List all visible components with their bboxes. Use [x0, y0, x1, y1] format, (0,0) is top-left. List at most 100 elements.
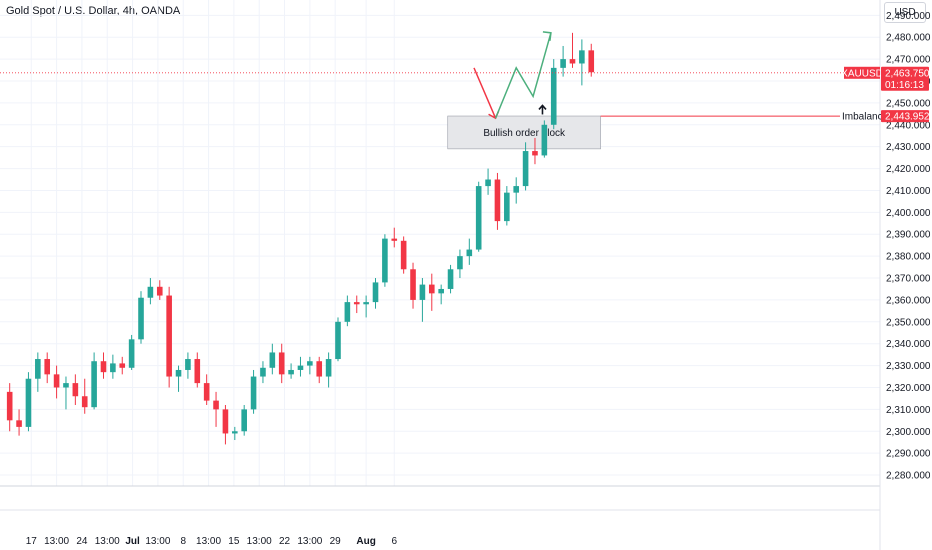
candle-body	[344, 302, 351, 322]
order-block-rect	[447, 115, 601, 150]
candle-body	[428, 284, 435, 294]
candle-body	[522, 151, 529, 187]
grid-lines	[0, 0, 880, 486]
candles	[6, 32, 595, 445]
price-tick-label: 2,490.000	[886, 11, 931, 22]
candle-body	[138, 297, 144, 340]
time-tick-label: 15	[228, 536, 240, 547]
imbalance-tag-bg	[881, 110, 929, 123]
time-tick-label: 8	[180, 536, 186, 547]
candle-body	[44, 359, 51, 375]
candle-body	[175, 369, 182, 377]
candle-body	[35, 359, 41, 379]
candle-body	[316, 361, 323, 377]
candle-body	[438, 288, 444, 294]
candle-body	[569, 59, 576, 64]
price-tick-label: 2,350.000	[886, 317, 931, 328]
candle-body	[475, 186, 482, 250]
price-tick-label: 2,480.000	[886, 33, 931, 44]
bullish-order-block[interactable]: Bullish order block	[447, 115, 601, 150]
projection-down-line	[473, 67, 497, 119]
candle-body	[419, 284, 426, 300]
currency-button[interactable]: USD	[884, 2, 926, 23]
candle-body	[260, 367, 266, 377]
price-tick-label: 2,370.000	[886, 274, 931, 285]
time-axis[interactable]: 17 13:00 24 13:00 Jul 13:00 8 13:00 15 13:00 22 13:…	[26, 536, 398, 547]
candle-body	[222, 409, 229, 434]
price-tick-label: 2,300.000	[886, 427, 931, 438]
candle-body	[457, 256, 463, 270]
price-tick-label: 2,380.000	[886, 252, 931, 263]
up-arrow-head-icon	[538, 104, 547, 110]
imbalance-label: Imbalance	[842, 112, 889, 123]
candle-body	[91, 361, 97, 408]
candle-body	[588, 50, 595, 73]
price-tick-label: 2,330.000	[886, 361, 931, 372]
price-tick-label: 2,340.000	[886, 339, 931, 350]
price-tick-label: 2,310.000	[886, 405, 931, 416]
price-tick-label: 2,430.000	[886, 142, 931, 153]
price-tick-label: 2,400.000	[886, 208, 931, 219]
candle-body	[16, 420, 22, 427]
time-tick-label: 13:00	[196, 536, 221, 547]
candle-body	[382, 238, 388, 283]
symbol-tag-bg	[844, 66, 880, 79]
countdown-tag-value: 01:16:13	[885, 80, 924, 91]
time-tick-label: 13:00	[145, 536, 170, 547]
time-tick-label: 29	[330, 536, 342, 547]
price-tick-label: 2,410.000	[886, 186, 931, 197]
candle-body	[278, 352, 285, 375]
price-tick-label: 2,420.000	[886, 164, 931, 175]
candle-body	[532, 151, 538, 156]
last-price-tag-bg	[881, 66, 929, 91]
time-tick-label: 13:00	[297, 536, 322, 547]
candle-body	[466, 249, 473, 257]
candle-body	[81, 396, 88, 408]
candle-body	[372, 282, 379, 303]
candle-body	[119, 363, 126, 368]
price-tick-label: 2,290.000	[886, 449, 931, 460]
candle-body	[297, 365, 304, 370]
candle-body	[307, 361, 313, 366]
price-tick-label: 2,280.000	[886, 471, 931, 482]
candle-body	[194, 359, 201, 384]
candle-body	[128, 339, 135, 368]
candle-body	[156, 286, 163, 296]
time-tick-label: 17	[26, 536, 38, 547]
price-tick-label: 2,360.000	[886, 295, 931, 306]
candle-body	[25, 378, 32, 427]
candle-body	[325, 359, 332, 377]
time-tick-label: 13:00	[247, 536, 272, 547]
time-tick-label: Jul	[125, 536, 140, 547]
chart-title: Gold Spot / U.S. Dollar, 4h, OANDA	[6, 5, 181, 17]
time-tick-label: 13:00	[95, 536, 120, 547]
symbol-tag-label: XAUUSD	[841, 68, 883, 79]
candle-body	[410, 269, 416, 300]
candle-body	[335, 321, 341, 360]
candle-body	[353, 302, 360, 305]
candle-body	[72, 383, 79, 397]
projection-up-line	[494, 32, 552, 119]
price-tick-label: 2,440.000	[886, 120, 931, 131]
candle-body	[232, 431, 238, 434]
last-price-tag-value: 2,463.750	[885, 68, 930, 79]
candle-body	[504, 192, 510, 222]
price-tick-label: 2,470.000	[886, 55, 931, 66]
projection-arrows[interactable]	[473, 31, 552, 120]
candle-body	[485, 179, 491, 187]
candle-body	[541, 124, 548, 156]
candle-body	[513, 186, 520, 193]
time-tick-label: Aug	[356, 536, 375, 547]
price-tick-label: 2,320.000	[886, 383, 931, 394]
candle-body	[166, 295, 172, 377]
projection-up-arrowhead	[542, 31, 552, 41]
time-tick-label: 24	[76, 536, 88, 547]
candle-body	[400, 240, 407, 270]
candle-body	[250, 376, 257, 410]
candle-body	[147, 286, 154, 298]
candle-body	[63, 383, 69, 388]
time-tick-label: 6	[391, 536, 397, 547]
price-lines: Imbalance	[0, 72, 889, 123]
